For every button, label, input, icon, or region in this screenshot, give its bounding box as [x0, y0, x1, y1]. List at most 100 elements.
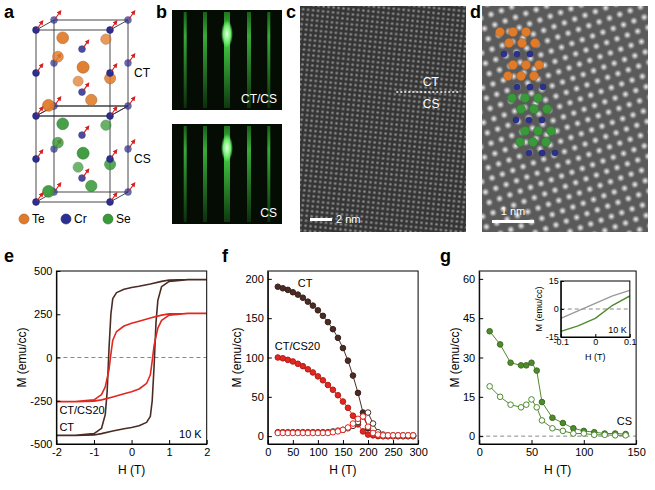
tick-label: 15	[463, 391, 475, 403]
tick-mark	[393, 440, 394, 444]
data-point	[325, 319, 331, 325]
atom	[86, 180, 97, 191]
legend-label: Se	[116, 212, 131, 226]
data-point	[497, 394, 503, 400]
y-tick: 45	[463, 312, 483, 324]
atom-overlay	[513, 117, 519, 123]
atom-overlay	[539, 117, 545, 123]
layer-label: CT	[423, 75, 440, 89]
y-tick: 200	[245, 273, 271, 285]
tick-mark	[479, 436, 483, 437]
tick-label: -2	[52, 446, 62, 458]
series-line	[278, 358, 413, 437]
spin-arrow	[129, 141, 134, 148]
panel-letter: e	[4, 246, 14, 266]
tick-label: 200	[359, 446, 377, 458]
tick-mark	[268, 318, 272, 319]
data-point	[320, 313, 326, 319]
tick-mark	[479, 279, 483, 280]
tick-mark	[268, 279, 272, 280]
spin-arrow	[129, 12, 134, 19]
x-axis: -2-1012	[52, 440, 210, 458]
image-label: CT/CS	[241, 92, 277, 106]
atom-overlay	[534, 94, 543, 103]
data-point	[330, 387, 336, 393]
y-tick: 250	[34, 308, 60, 320]
tick-label: 500	[34, 265, 52, 277]
atom	[52, 51, 63, 62]
data-point	[410, 433, 416, 439]
data-point	[508, 360, 514, 366]
data-point	[612, 433, 618, 439]
data-point	[335, 392, 341, 398]
axis-title: H (T)	[118, 463, 145, 477]
series-line	[56, 313, 206, 401]
tick-mark	[479, 358, 483, 359]
tick-label: 2	[204, 446, 210, 458]
atom-overlay	[542, 138, 551, 147]
data-point	[310, 303, 316, 309]
x-tick: -1	[90, 440, 100, 458]
tick-mark	[368, 440, 369, 444]
spin-arrow	[129, 98, 134, 105]
data-point	[410, 433, 416, 439]
tick-mark	[56, 358, 60, 359]
atom	[52, 137, 63, 148]
atom-overlay	[529, 138, 538, 147]
cell-edge	[36, 30, 110, 31]
data-point	[310, 370, 316, 376]
panel-b: bCT/CSCS	[156, 2, 282, 224]
tick-mark	[56, 444, 60, 445]
atom-overlay	[527, 84, 533, 90]
data-point	[529, 397, 535, 403]
atom-overlay	[540, 84, 546, 90]
tick-label: 45	[463, 312, 475, 324]
panel-c: cCTCS2 nm	[286, 2, 466, 232]
atom	[77, 61, 89, 73]
data-point	[330, 326, 336, 332]
data-point	[487, 384, 493, 390]
x-tick: 150	[334, 440, 352, 458]
y-tick: 60	[463, 273, 483, 285]
tick-mark	[532, 440, 533, 444]
atom-overlay	[522, 28, 531, 37]
axis-title: M (emu/cc)	[448, 327, 462, 387]
tick-label: 0	[46, 352, 52, 364]
tick-label: 150	[245, 312, 263, 324]
data-point	[340, 399, 346, 405]
tick-label: 250	[34, 308, 52, 320]
tick-label: 0	[477, 446, 483, 458]
x-tick: 250	[384, 440, 402, 458]
rheed-image	[172, 124, 282, 224]
tick-label: 250	[384, 446, 402, 458]
plot-frame	[268, 271, 418, 444]
data-point	[365, 410, 371, 416]
x-tick: 1	[167, 440, 173, 458]
x-tick: 150	[627, 440, 645, 458]
data-point	[320, 378, 326, 384]
spin-arrow	[55, 12, 60, 19]
chart-e: -2-1012-500-2500250500H (T)M (emu/cc)CT/…	[15, 265, 210, 477]
atom	[73, 162, 83, 172]
x-tick: 50	[287, 440, 299, 458]
tick-label: 15	[549, 276, 559, 286]
atom-overlay	[534, 127, 543, 136]
annotation: 10 K	[608, 325, 627, 335]
atom-overlay	[508, 94, 517, 103]
plot-area	[56, 280, 206, 436]
x-tick: 100	[309, 440, 327, 458]
series-line	[561, 290, 630, 318]
chart-g: 050100150015304560H (T)M (emu/cc)CS	[448, 271, 646, 477]
cell-edge	[54, 20, 128, 21]
data-point	[340, 345, 346, 351]
series-label: CT/CS20	[59, 404, 104, 416]
plot-frame	[479, 271, 636, 444]
x-tick: 0	[593, 334, 598, 347]
interface-line	[396, 91, 460, 93]
tick-mark	[293, 440, 294, 444]
series-line	[278, 287, 413, 436]
atom-overlay	[521, 94, 530, 103]
y-axis: 050100150200	[245, 272, 271, 445]
cell-edge	[36, 202, 110, 203]
spin-arrow	[37, 194, 42, 201]
